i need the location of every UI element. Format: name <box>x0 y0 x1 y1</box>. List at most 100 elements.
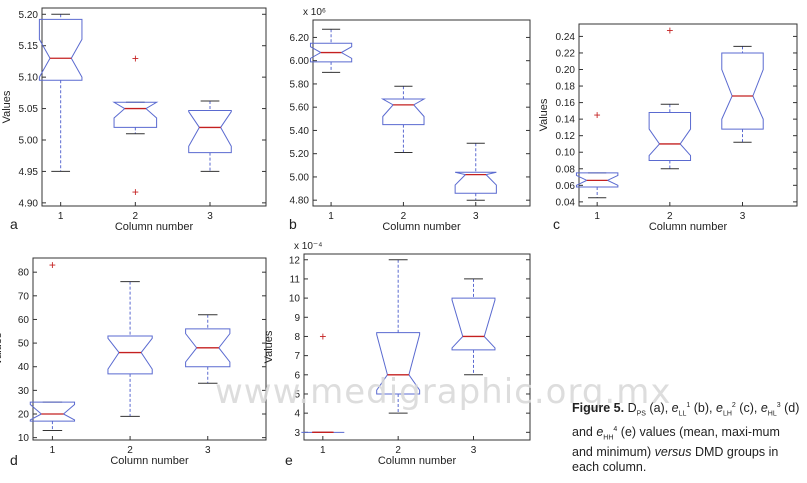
caption-var-4: e <box>760 401 768 416</box>
caption-text-1: D <box>624 401 637 416</box>
x-tick-label: 1 <box>328 211 334 222</box>
y-tick-label: 0.12 <box>556 131 576 142</box>
box-notched <box>454 171 497 194</box>
x-tick-label: 3 <box>205 445 211 456</box>
outlier-point: + <box>666 24 673 38</box>
panel-b: 4.80 5.00 5.20 5.40 5.60 5.80 6.00 6.20 1 2 3 Colum… <box>289 7 531 233</box>
plot-frame <box>32 257 267 441</box>
y-tick-label: 5.05 <box>19 104 39 115</box>
y-axis-label: Values <box>0 332 4 365</box>
y-tick-label: 0.08 <box>556 164 576 175</box>
y-tick-label: 5.00 <box>19 136 39 147</box>
caption-text-6: (e) values (mean, maxi-mum and minimum) <box>572 424 780 460</box>
box-notched <box>575 172 619 188</box>
panel-c: 0.04 0.06 0.08 0.10 0.12 0.14 0.16 0.18 0.20 0.22… <box>538 23 798 233</box>
y-tick-label: 10 <box>18 433 30 444</box>
x-axis-label: Column number <box>649 221 728 233</box>
y-tick-label: 4.90 <box>19 198 39 209</box>
plot-frame <box>578 23 798 207</box>
y-tick-label: 4 <box>294 409 300 420</box>
x-tick-label: 1 <box>50 445 56 456</box>
y-tick-label: 11 <box>290 274 301 285</box>
x-tick-label: 1 <box>58 211 64 222</box>
y-tick-label: 40 <box>18 362 30 373</box>
panel-letter: b <box>289 216 297 232</box>
y-tick-label: 60 <box>18 315 30 326</box>
caption-label: Figure 5. <box>572 401 625 416</box>
plot-frame <box>312 19 531 207</box>
caption-var-2: e <box>671 401 679 416</box>
plot-frame <box>41 7 267 207</box>
y-tick-label: 0.16 <box>556 98 576 109</box>
y-tick-label: 5.60 <box>290 103 310 114</box>
y-tick-label: 50 <box>18 339 30 350</box>
caption-text-7: DMD groups in each column. <box>572 445 779 475</box>
box-notched <box>380 98 426 126</box>
caption-emphasis: versus <box>654 445 692 460</box>
box-notched <box>648 112 692 161</box>
box-notched <box>107 335 153 375</box>
box-notched <box>29 401 76 422</box>
outlier-point: + <box>132 185 139 199</box>
y-tick-label: 3 <box>294 428 300 439</box>
panel-d: 10 20 30 40 50 60 70 80 1 2 3 Column number Values d + <box>0 257 267 468</box>
y-tick-label: 30 <box>18 386 30 397</box>
y-tick-label: 5.00 <box>290 172 310 183</box>
y-scale-label: x 10⁶ <box>303 7 326 18</box>
y-tick-label: 5.20 <box>290 149 310 160</box>
x-axis-label: Column number <box>378 455 457 467</box>
box-notched <box>185 328 231 368</box>
y-tick-label: 5.40 <box>290 126 310 137</box>
box-notched <box>112 101 159 128</box>
outlier-point: + <box>319 329 326 343</box>
caption-sup-5: 4 <box>613 425 618 433</box>
y-tick-label: 0.04 <box>556 197 576 208</box>
x-axis-label: Column number <box>382 221 461 233</box>
y-tick-label: 6 <box>294 370 300 381</box>
x-tick-label: 2 <box>401 211 407 222</box>
x-tick-label: 3 <box>207 211 213 222</box>
y-scale-label: x 10⁻⁴ <box>294 241 322 252</box>
caption-text-4: (c), <box>735 401 761 416</box>
y-tick-label: 5.15 <box>19 41 39 52</box>
plot-frame <box>303 253 531 441</box>
y-tick-label: 80 <box>18 268 30 279</box>
y-tick-label: 12 <box>289 255 301 266</box>
y-tick-label: 4.95 <box>19 167 39 178</box>
y-axis-label: Values <box>1 90 13 123</box>
y-tick-label: 10 <box>289 294 301 305</box>
caption-sub-2: LL <box>678 410 687 418</box>
box-notched <box>376 332 421 395</box>
box-notched <box>188 109 232 154</box>
y-tick-label: 5.80 <box>290 79 310 90</box>
y-tick-label: 6.00 <box>290 56 310 67</box>
caption-var-3: e <box>716 401 723 416</box>
y-tick-label: 8 <box>294 332 300 343</box>
caption-text-5: (d) and <box>572 401 800 439</box>
x-tick-label: 1 <box>594 211 600 222</box>
outlier-point: + <box>132 51 139 65</box>
y-tick-label: 5.20 <box>19 10 39 21</box>
y-tick-label: 0.14 <box>556 115 576 126</box>
y-tick-label: 4.80 <box>290 196 310 207</box>
x-tick-label: 2 <box>667 211 673 222</box>
caption-text-2: (a), <box>645 401 672 416</box>
caption-sup-3: 2 <box>731 402 736 409</box>
caption-sup-4: 3 <box>776 402 781 409</box>
caption-sub-5: HH <box>603 434 614 442</box>
y-tick-label: 7 <box>294 351 300 362</box>
y-tick-label: 0.10 <box>556 148 576 159</box>
x-tick-label: 3 <box>740 211 746 222</box>
x-tick-label: 2 <box>133 211 139 222</box>
box-notched <box>309 42 353 63</box>
box-notched <box>38 18 83 81</box>
y-tick-label: 0.18 <box>556 82 576 93</box>
y-axis-label: Values <box>263 330 275 363</box>
y-tick-label: 5.10 <box>19 73 39 84</box>
x-tick-label: 2 <box>395 445 401 456</box>
y-axis-label: Values <box>538 98 550 131</box>
panel-letter: a <box>10 216 18 232</box>
panel-letter: e <box>285 452 293 468</box>
